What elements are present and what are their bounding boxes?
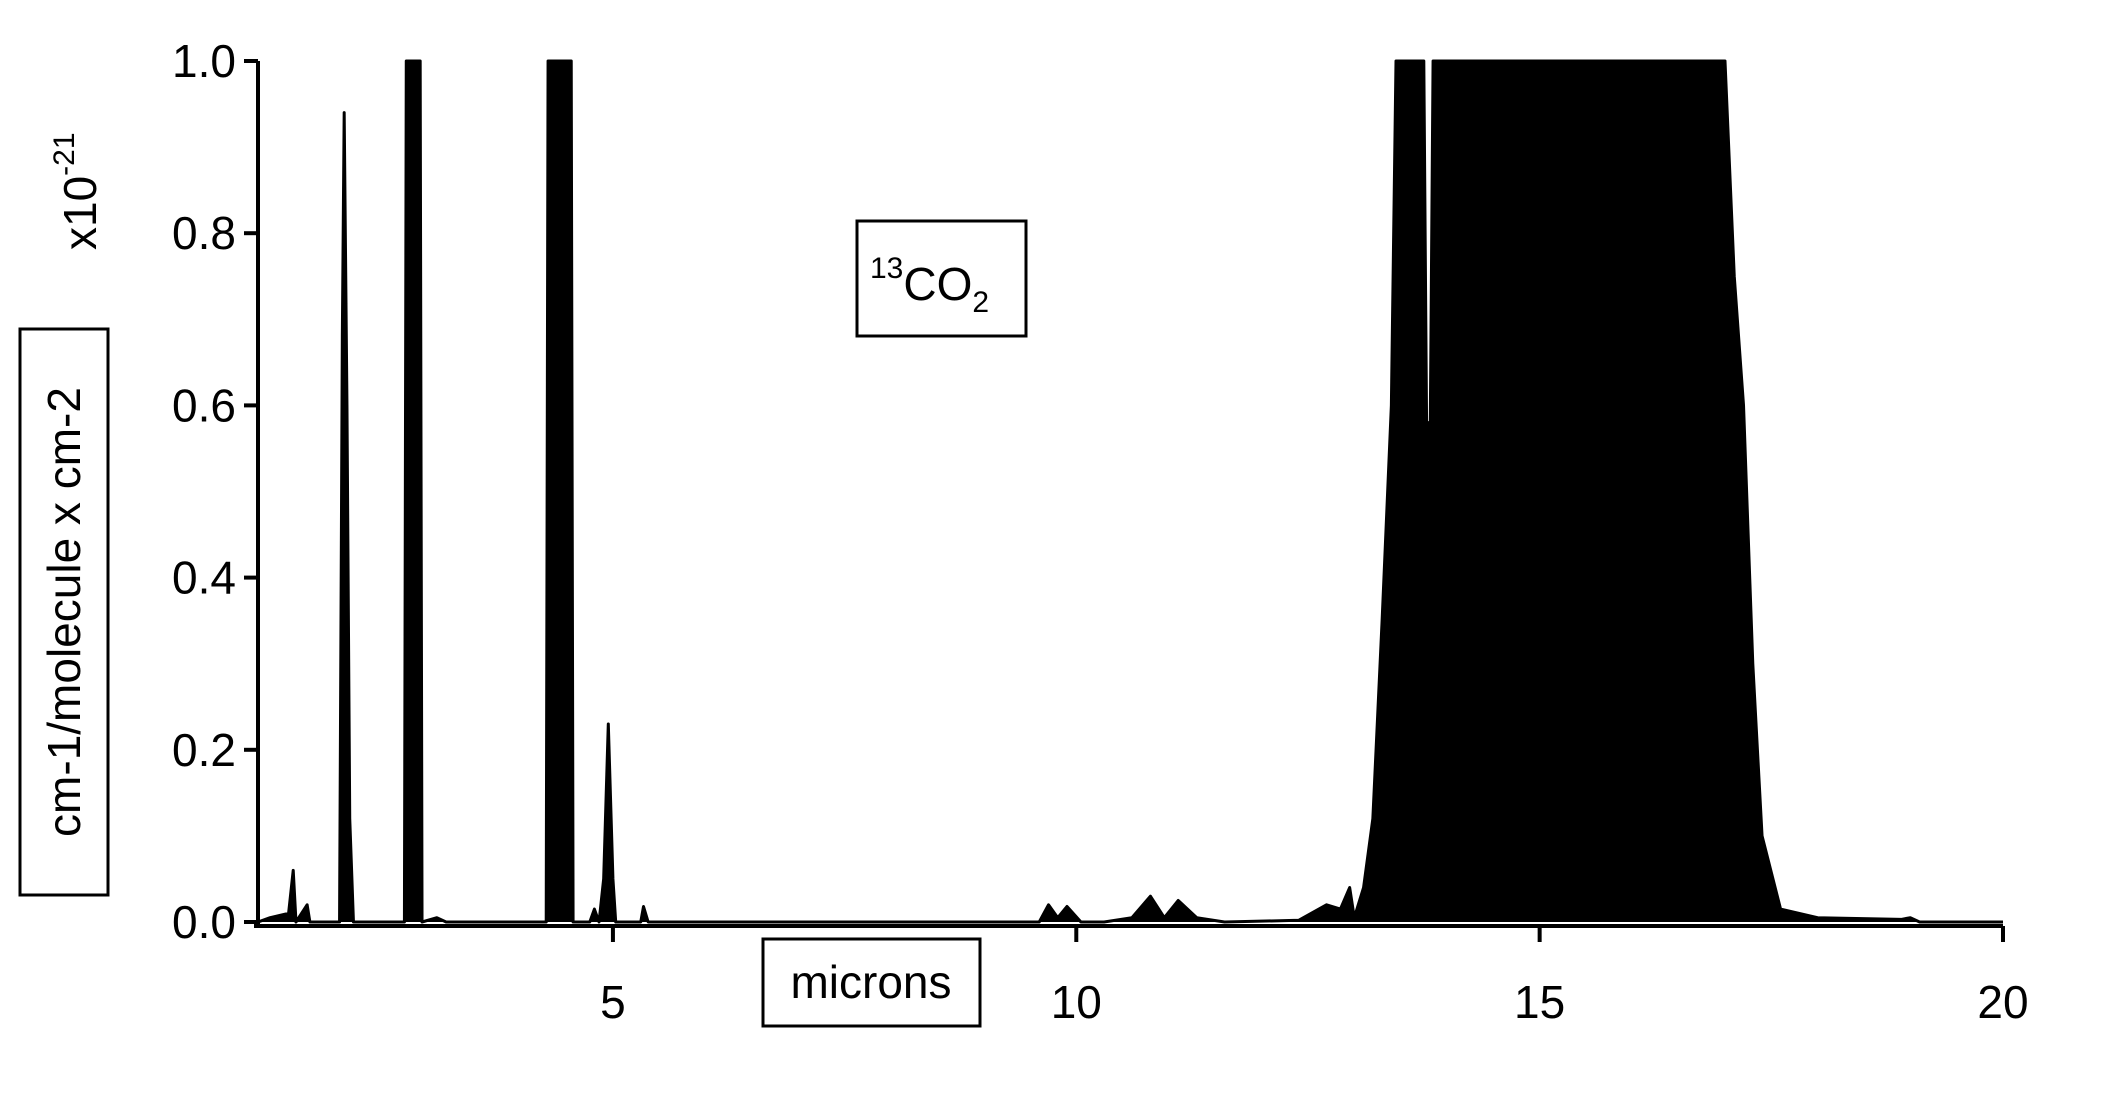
x-tick-label: 15: [1514, 976, 1565, 1028]
x-tick-label: 20: [1977, 976, 2028, 1028]
annotation-isotope: 13: [870, 252, 903, 285]
x-label-box: [761, 937, 982, 1028]
annotation-molecule: CO: [903, 258, 972, 310]
y-multiplier-base: x10: [54, 176, 106, 250]
x-axis-label: microns: [790, 956, 951, 1008]
area-fill: [258, 61, 2003, 922]
y-axis-label: cm-1/molecule x cm-2: [38, 387, 90, 837]
annotation-box: [855, 219, 1028, 338]
y-tick-label: 0.8: [172, 207, 236, 259]
y-multiplier: x10-21: [48, 132, 106, 250]
annotation-subscript: 2: [972, 286, 989, 319]
spectrum-line: [257, 59, 2003, 924]
y-tick-label: 0.4: [172, 552, 236, 604]
y-tick-label: 1.0: [172, 35, 236, 87]
x-tick-label: 5: [600, 976, 626, 1028]
annotation: 13CO2: [870, 252, 989, 319]
y-tick-label: 0.2: [172, 724, 236, 776]
y-multiplier-exponent: -21: [48, 132, 81, 175]
x-tick-label: 10: [1051, 976, 1102, 1028]
y-tick-label: 0.0: [172, 896, 236, 948]
y-label-box: [18, 327, 110, 897]
y-tick-label: 0.6: [172, 379, 236, 431]
